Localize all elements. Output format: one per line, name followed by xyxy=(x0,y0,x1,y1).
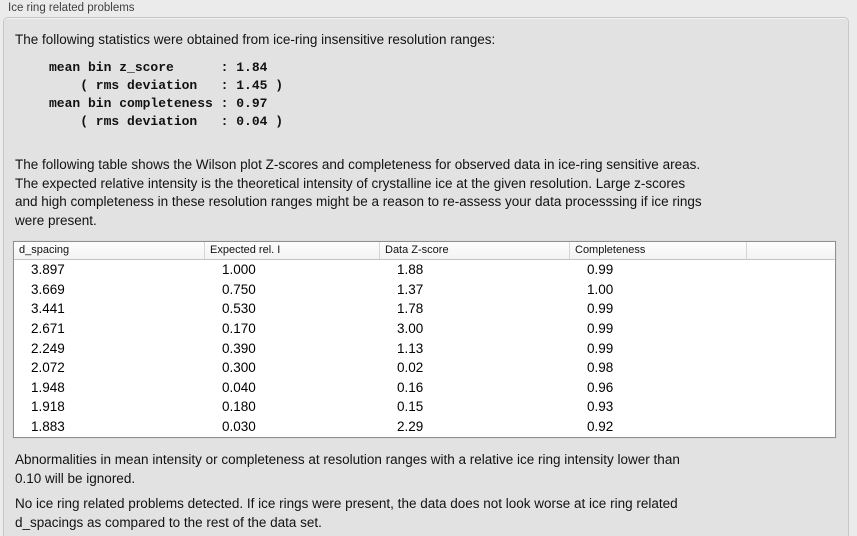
cell-expected-rel-i: 0.030 xyxy=(222,419,256,435)
cell-d-spacing: 2.072 xyxy=(31,360,65,376)
stat-line: mean bin completeness : 0.97 xyxy=(49,96,268,111)
cell-d-spacing: 3.669 xyxy=(31,281,65,297)
table-row[interactable]: 2.249 0.390 1.13 0.99 xyxy=(14,338,835,358)
stats-intro-text: The following statistics were obtained f… xyxy=(15,32,496,47)
column-header-empty xyxy=(747,242,835,259)
table-row[interactable]: 3.897 1.000 1.88 0.99 xyxy=(14,260,835,280)
table-row[interactable]: 2.072 0.300 0.02 0.98 xyxy=(14,358,835,378)
table-row[interactable]: 3.669 0.750 1.37 1.00 xyxy=(14,280,835,300)
cell-completeness: 0.99 xyxy=(587,340,614,356)
column-header-expected-rel-i[interactable]: Expected rel. I xyxy=(205,242,380,259)
cell-data-z-score: 1.88 xyxy=(397,262,424,278)
cell-d-spacing: 2.671 xyxy=(31,321,65,337)
ice-ring-table[interactable]: d_spacing Expected rel. I Data Z-score C… xyxy=(13,241,836,438)
column-header-data-z-score[interactable]: Data Z-score xyxy=(380,242,570,259)
column-header-d-spacing[interactable]: d_spacing xyxy=(14,242,205,259)
cell-d-spacing: 1.883 xyxy=(31,419,65,435)
stats-summary-block: mean bin z_score : 1.84 ( rms deviation … xyxy=(49,59,283,131)
table-intro-text: The following table shows the Wilson plo… xyxy=(15,157,702,228)
cell-d-spacing: 3.441 xyxy=(31,301,65,317)
cell-data-z-score: 3.00 xyxy=(397,321,424,337)
group-box: The following statistics were obtained f… xyxy=(3,17,849,536)
cell-d-spacing: 2.249 xyxy=(31,340,65,356)
cell-expected-rel-i: 0.390 xyxy=(222,340,256,356)
table-row[interactable]: 1.883 0.030 2.29 0.92 xyxy=(14,417,835,437)
column-header-completeness[interactable]: Completeness xyxy=(570,242,747,259)
table-row[interactable]: 1.918 0.180 0.15 0.93 xyxy=(14,397,835,417)
cell-expected-rel-i: 0.040 xyxy=(222,379,256,395)
cell-d-spacing: 1.918 xyxy=(31,399,65,415)
ignore-rule-text: Abnormalities in mean intensity or compl… xyxy=(15,452,680,486)
cell-expected-rel-i: 1.000 xyxy=(222,262,256,278)
cell-d-spacing: 3.897 xyxy=(31,262,65,278)
cell-data-z-score: 0.15 xyxy=(397,399,424,415)
conclusion-text: No ice ring related problems detected. I… xyxy=(15,496,678,530)
cell-expected-rel-i: 0.180 xyxy=(222,399,256,415)
table-row[interactable]: 3.441 0.530 1.78 0.99 xyxy=(14,299,835,319)
cell-completeness: 0.99 xyxy=(587,321,614,337)
cell-d-spacing: 1.948 xyxy=(31,379,65,395)
table-header-row: d_spacing Expected rel. I Data Z-score C… xyxy=(14,242,835,260)
cell-data-z-score: 1.37 xyxy=(397,281,424,297)
table-row[interactable]: 2.671 0.170 3.00 0.99 xyxy=(14,319,835,339)
cell-completeness: 0.93 xyxy=(587,399,614,415)
cell-data-z-score: 0.02 xyxy=(397,360,424,376)
cell-expected-rel-i: 0.170 xyxy=(222,321,256,337)
stat-line: mean bin z_score : 1.84 xyxy=(49,60,268,75)
cell-data-z-score: 0.16 xyxy=(397,379,424,395)
cell-data-z-score: 1.13 xyxy=(397,340,424,356)
cell-completeness: 0.98 xyxy=(587,360,614,376)
cell-completeness: 0.99 xyxy=(587,301,614,317)
stat-line: ( rms deviation : 0.04 ) xyxy=(49,114,284,129)
group-box-label: Ice ring related problems xyxy=(8,2,135,14)
table-row[interactable]: 1.948 0.040 0.16 0.96 xyxy=(14,378,835,398)
cell-completeness: 1.00 xyxy=(587,281,614,297)
cell-expected-rel-i: 0.300 xyxy=(222,360,256,376)
cell-expected-rel-i: 0.750 xyxy=(222,281,256,297)
cell-completeness: 0.99 xyxy=(587,262,614,278)
table-body: 3.897 1.000 1.88 0.99 3.669 0.750 1.37 1… xyxy=(14,260,835,436)
cell-data-z-score: 2.29 xyxy=(397,419,424,435)
cell-data-z-score: 1.78 xyxy=(397,301,424,317)
cell-completeness: 0.96 xyxy=(587,379,614,395)
cell-completeness: 0.92 xyxy=(587,419,614,435)
stat-line: ( rms deviation : 1.45 ) xyxy=(49,78,284,93)
cell-expected-rel-i: 0.530 xyxy=(222,301,256,317)
